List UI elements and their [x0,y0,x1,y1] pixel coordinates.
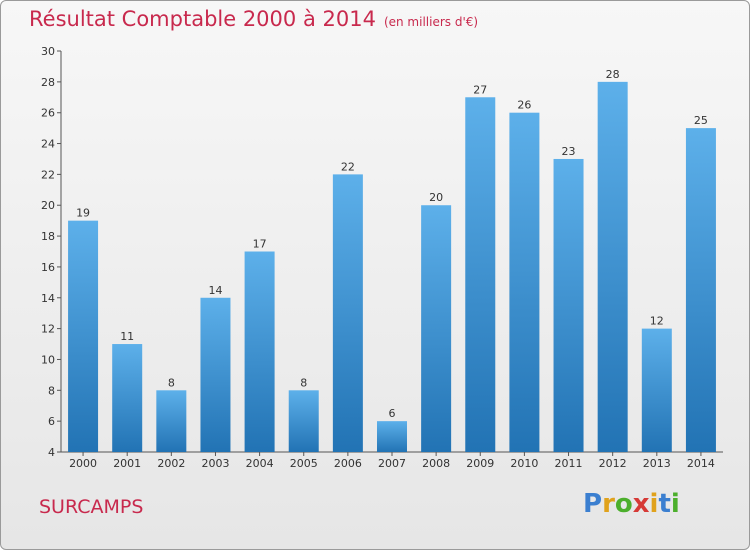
bar-2006 [332,174,363,452]
y-tick-label: 4 [48,446,55,459]
x-tick-label: 2013 [643,457,671,470]
x-tick-label: 2000 [69,457,97,470]
bar-2011 [553,158,584,452]
y-tick-label: 8 [48,384,55,397]
x-tick-label: 2001 [113,457,141,470]
chart-title-text: Résultat Comptable 2000 à 2014 [29,7,376,31]
bar-2009 [465,97,496,453]
bar-2002 [156,390,187,452]
data-label-2014: 25 [694,114,708,127]
data-label-2008: 20 [429,191,443,204]
y-tick-label: 20 [41,199,55,212]
bar-2014 [685,128,716,452]
data-label-2004: 17 [253,238,267,251]
y-tick-label: 26 [41,107,55,120]
x-tick-label: 2005 [290,457,318,470]
bar-2010 [509,112,540,452]
bar-2000 [68,220,99,452]
x-tick-label: 2002 [157,457,185,470]
data-label-2013: 12 [650,315,664,328]
data-label-2011: 23 [562,145,576,158]
x-tick-label: 2012 [599,457,627,470]
y-tick-label: 24 [41,138,55,151]
data-label-2006: 22 [341,160,355,173]
y-tick-label: 10 [41,353,55,366]
x-tick-label: 2004 [246,457,274,470]
y-tick-label: 14 [41,292,55,305]
x-tick-label: 2003 [201,457,229,470]
bar-2004 [244,251,275,452]
x-tick-label: 2011 [555,457,583,470]
data-label-2003: 14 [208,284,222,297]
x-tick-label: 2014 [687,457,715,470]
bar-2007 [377,421,407,452]
data-label-2012: 28 [606,68,620,81]
y-tick-label: 16 [41,261,55,274]
data-label-2007: 6 [389,407,396,420]
y-tick-label: 6 [48,415,55,428]
bar-2003 [200,297,231,452]
bar-2001 [112,344,143,452]
bar-2012 [597,81,628,452]
y-tick-label: 28 [41,76,55,89]
bar-2005 [288,390,319,452]
y-tick-label: 18 [41,230,55,243]
x-tick-label: 2006 [334,457,362,470]
data-label-2009: 27 [473,83,487,96]
data-label-2005: 8 [300,376,307,389]
y-tick-label: 12 [41,323,55,336]
x-tick-label: 2008 [422,457,450,470]
data-label-2001: 11 [120,330,134,343]
data-label-2000: 19 [76,207,90,220]
chart-unit: (en milliers d'€) [383,15,479,29]
data-label-2002: 8 [168,376,175,389]
place-name: SURCAMPS [39,496,144,518]
y-tick-label: 30 [41,45,55,58]
chart-title: Résultat Comptable 2000 à 2014 (en millie… [29,7,478,31]
x-tick-label: 2009 [466,457,494,470]
data-label-2010: 26 [517,99,531,112]
x-tick-label: 2010 [510,457,538,470]
proxiti-logo: Proxiti [583,489,680,519]
y-tick-label: 22 [41,168,55,181]
bar-2008 [421,205,452,452]
bar-2013 [641,328,672,452]
x-tick-label: 2007 [378,457,406,470]
